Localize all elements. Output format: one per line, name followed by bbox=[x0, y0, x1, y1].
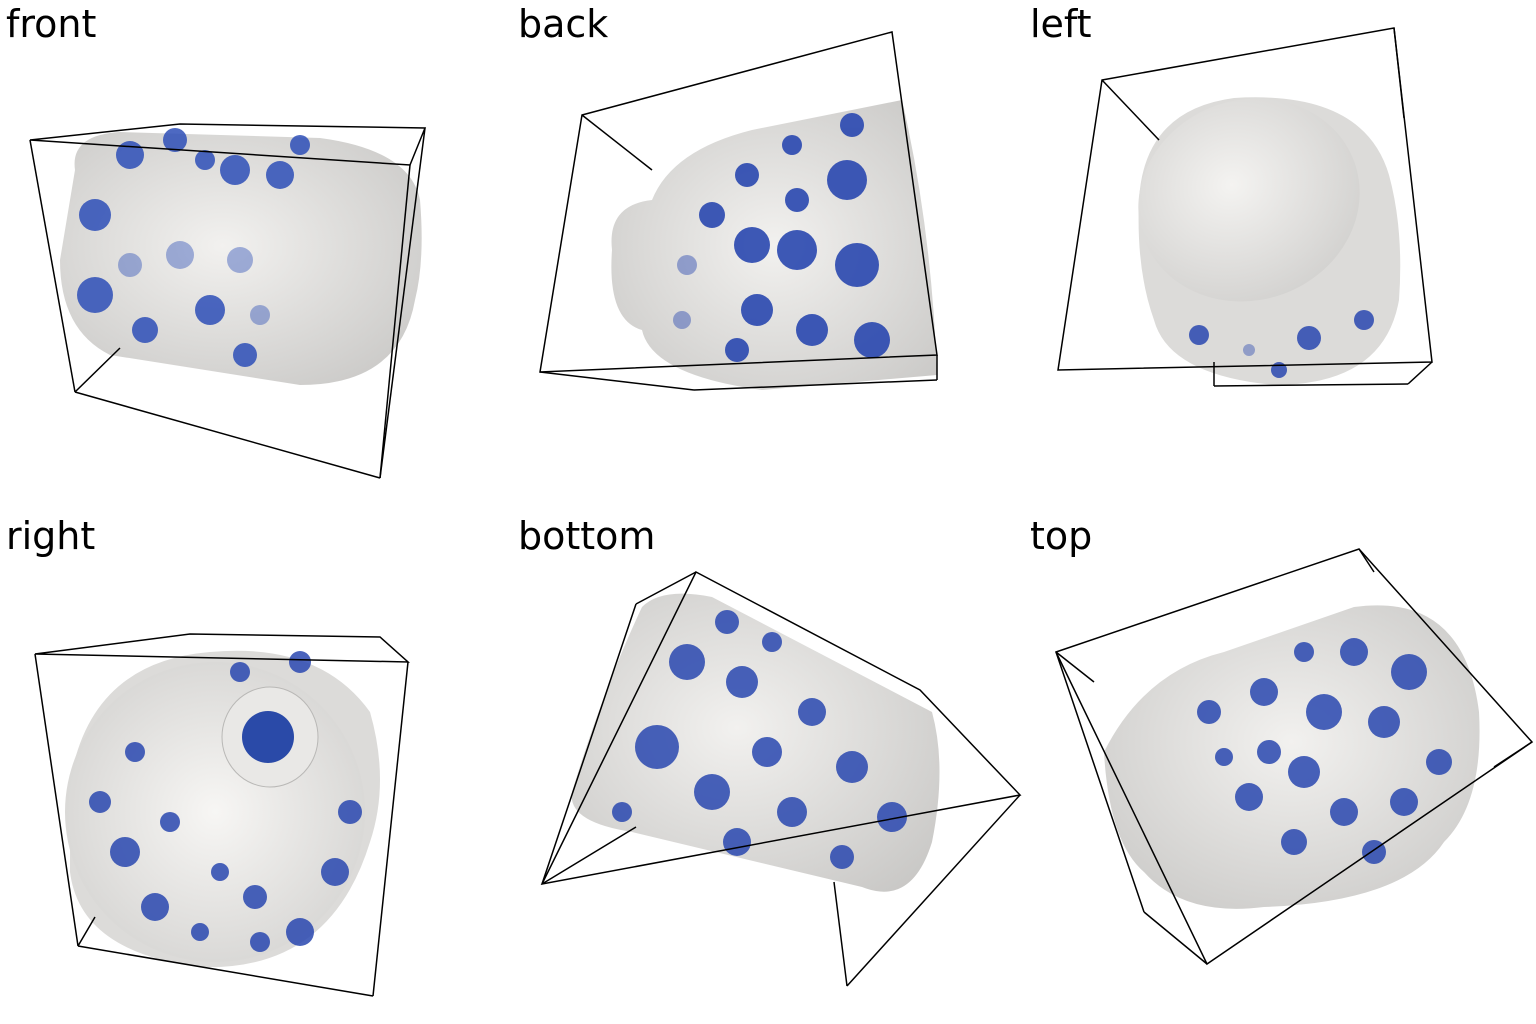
cup-front bbox=[60, 128, 422, 385]
flower-pattern bbox=[77, 128, 310, 367]
flower-pattern bbox=[89, 651, 362, 952]
render-top bbox=[1054, 548, 1534, 966]
panel-bottom: bottom bbox=[512, 512, 1024, 1024]
cup-right bbox=[65, 650, 380, 968]
render-back bbox=[539, 31, 938, 391]
render-front bbox=[29, 123, 427, 479]
flower-pattern bbox=[673, 113, 890, 362]
bounding-box-front bbox=[29, 123, 427, 479]
bounding-box-left bbox=[1057, 27, 1433, 387]
panel-back: back bbox=[512, 0, 1024, 512]
panel-label-right: right bbox=[6, 514, 96, 558]
cup-back bbox=[611, 100, 937, 390]
cup-left bbox=[1138, 97, 1401, 385]
render-left bbox=[1057, 27, 1433, 387]
flower-pattern bbox=[1189, 310, 1374, 378]
inner-medallion bbox=[242, 711, 294, 763]
panel-front: front bbox=[0, 0, 512, 512]
panel-label-back: back bbox=[518, 2, 609, 46]
panel-left: left bbox=[1024, 0, 1536, 512]
panel-label-bottom: bottom bbox=[518, 514, 656, 558]
bounding-box-right bbox=[34, 633, 411, 997]
bounding-box-bottom bbox=[540, 570, 1022, 987]
panel-right: right bbox=[0, 512, 512, 1024]
cup-top bbox=[1104, 605, 1480, 909]
panel-top: top bbox=[1024, 512, 1536, 1024]
flower-pattern bbox=[612, 610, 907, 869]
bounding-box-top bbox=[1054, 548, 1534, 966]
bounding-box-back bbox=[539, 31, 938, 391]
cup-bottom bbox=[571, 593, 940, 892]
render-bottom bbox=[540, 570, 1022, 987]
panel-label-front: front bbox=[6, 2, 97, 46]
render-right bbox=[34, 633, 411, 997]
panel-label-left: left bbox=[1030, 2, 1092, 46]
panel-label-top: top bbox=[1030, 514, 1093, 558]
flower-pattern bbox=[1197, 638, 1452, 864]
